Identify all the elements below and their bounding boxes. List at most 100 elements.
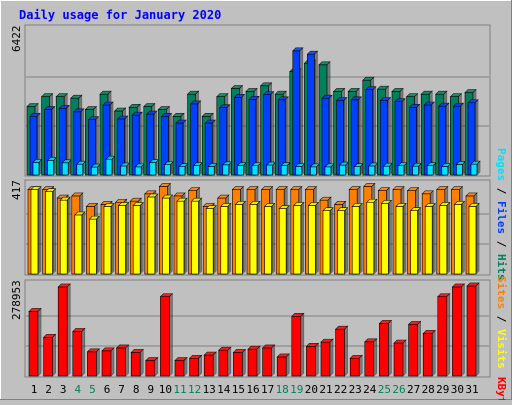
- visits-bar-day-3-side: [66, 196, 71, 275]
- visits-bar-day-10-side: [169, 194, 173, 275]
- pages-bar-day-26: [397, 162, 408, 176]
- visits-bar-day-15: [234, 200, 247, 275]
- pages-bar-day-8: [134, 163, 145, 176]
- kbytes-bar-day-8-front: [130, 352, 141, 377]
- kbytes-bar-day-2-front: [43, 336, 53, 377]
- kbytes-bar-day-12-side: [198, 354, 202, 377]
- kbytes-bar-day-12: [188, 354, 203, 377]
- pages-bar-day-23: [353, 162, 364, 176]
- pages-bar-day-18: [280, 161, 291, 176]
- pages-bar-day-26-front: [397, 165, 405, 176]
- files-bar-day-20: [306, 50, 319, 176]
- visits-bar-day-12-front: [191, 200, 199, 275]
- legend-sep-1: /: [495, 181, 508, 201]
- pages-bar-day-7-front: [120, 165, 127, 176]
- pages-bar-day-28: [426, 161, 437, 176]
- kbytes-bar-day-27-front: [408, 324, 418, 377]
- visits-bar-day-6-front: [103, 206, 112, 275]
- kbytes-bar-day-30: [451, 283, 466, 377]
- kbytes-bar-day-25-front: [379, 323, 389, 377]
- day-label-2: 2: [45, 383, 52, 396]
- visits-bar-day-2-side: [52, 187, 56, 275]
- kbytes-bar-day-13-front: [203, 354, 214, 377]
- kbytes-bar-day-22: [334, 325, 349, 377]
- visits-bar-day-17: [263, 202, 276, 275]
- kbytes-bar-day-19-front: [291, 316, 302, 377]
- legend-hits: Hits: [495, 254, 508, 281]
- kbytes-bar-day-26-front: [393, 342, 404, 377]
- day-label-5: 5: [89, 383, 96, 396]
- visits-bar-day-29-front: [439, 205, 448, 275]
- kbytes-bar-day-5-front: [87, 351, 97, 377]
- pages-bar-day-16: [251, 162, 262, 176]
- kbytes-bar-day-17-side: [271, 344, 275, 377]
- kbytes-bar-day-16-side: [256, 345, 261, 377]
- kbytes-bar-day-6-front: [101, 350, 112, 377]
- files-bar-day-24: [365, 85, 377, 176]
- kbytes-bar-day-18-side: [285, 353, 290, 377]
- day-label-28: 28: [422, 383, 435, 396]
- kbytes-bar-day-19: [291, 312, 305, 377]
- visits-bar-day-29: [439, 201, 451, 275]
- pages-bar-day-14: [222, 161, 233, 176]
- kbytes-bar-day-22-front: [335, 328, 345, 377]
- day-label-31: 31: [465, 383, 478, 396]
- pages-bar-day-8-front: [134, 166, 142, 176]
- visits-bar-day-22: [336, 206, 349, 275]
- files-bar-day-22: [335, 96, 348, 176]
- pages-bar-day-31-side: [476, 160, 481, 176]
- legend-files: Files: [495, 201, 508, 234]
- day-label-16: 16: [246, 383, 259, 396]
- visits-bar-day-6: [103, 202, 115, 275]
- visits-bar-day-24-front: [366, 201, 375, 275]
- visits-bar-day-22-front: [337, 210, 345, 275]
- kbytes-bar-day-4-front: [72, 331, 83, 377]
- kbytes-bar-day-18-front: [276, 356, 287, 377]
- day-label-22: 22: [334, 383, 347, 396]
- pages-bar-day-2-front: [47, 160, 54, 176]
- visits-bar-day-14-front: [220, 206, 229, 275]
- legend-visits: Visits: [495, 329, 508, 369]
- visits-bar-day-28-side: [431, 202, 436, 275]
- files-bar-day-20-front: [307, 53, 315, 176]
- kbytes-bar-day-17: [261, 344, 276, 377]
- visits-bar-day-1: [30, 185, 42, 275]
- kbytes-bar-day-16-front: [247, 348, 258, 377]
- x-axis-day-labels: 1 2 3 4 5 6 7 8 9 10 11 12 13 14 15 16 17 18 19 20 21 22 23 24 2…: [31, 383, 479, 396]
- kbytes-bar-day-28: [422, 329, 436, 377]
- visits-bar-day-20-side: [315, 201, 319, 275]
- visits-bar-day-5: [88, 215, 101, 275]
- kbytes-bar-day-13-side: [212, 351, 217, 377]
- visits-bar-day-30-side: [461, 200, 465, 275]
- kbytes-bar-day-26-side: [402, 339, 407, 377]
- kbytes-bar-day-20-front: [306, 346, 316, 377]
- kbytes-bar-day-7-front: [116, 347, 126, 377]
- pages-bar-day-24: [368, 162, 379, 176]
- day-label-15: 15: [232, 383, 245, 396]
- kbytes-bar-day-29-side: [446, 292, 451, 377]
- day-label-10: 10: [159, 383, 172, 396]
- pages-bar-day-9-front: [149, 162, 157, 176]
- day-label-23: 23: [349, 383, 362, 396]
- visits-bar-day-24-side: [373, 198, 378, 275]
- visits-bar-day-17-side: [271, 202, 275, 275]
- pages-bar-day-10: [163, 160, 175, 176]
- visits-bar-day-25-side: [388, 199, 392, 275]
- visits-bar-day-15-front: [235, 204, 243, 275]
- visits-bar-day-9-side: [154, 193, 159, 275]
- visits-bar-day-1-side: [37, 185, 42, 275]
- kbytes-bar-day-1-side: [37, 307, 42, 377]
- kbytes-bar-day-5: [86, 348, 101, 377]
- kbytes-bar-day-23-front: [349, 357, 360, 377]
- visits-bar-day-18-side: [285, 204, 290, 275]
- visits-bar-day-18-front: [278, 208, 287, 275]
- kbytes-bar-day-11: [174, 356, 188, 377]
- kbytes-bar-day-30-front: [452, 286, 462, 377]
- day-label-13: 13: [203, 383, 216, 396]
- pages-bar-day-1-front: [32, 162, 40, 176]
- kbytes-bar-day-8-side: [139, 348, 144, 377]
- visits-bar-day-3: [59, 196, 71, 275]
- visits-bar-day-30: [453, 200, 466, 275]
- visits-bar-day-8: [132, 201, 144, 275]
- files-bar-day-5: [87, 115, 100, 176]
